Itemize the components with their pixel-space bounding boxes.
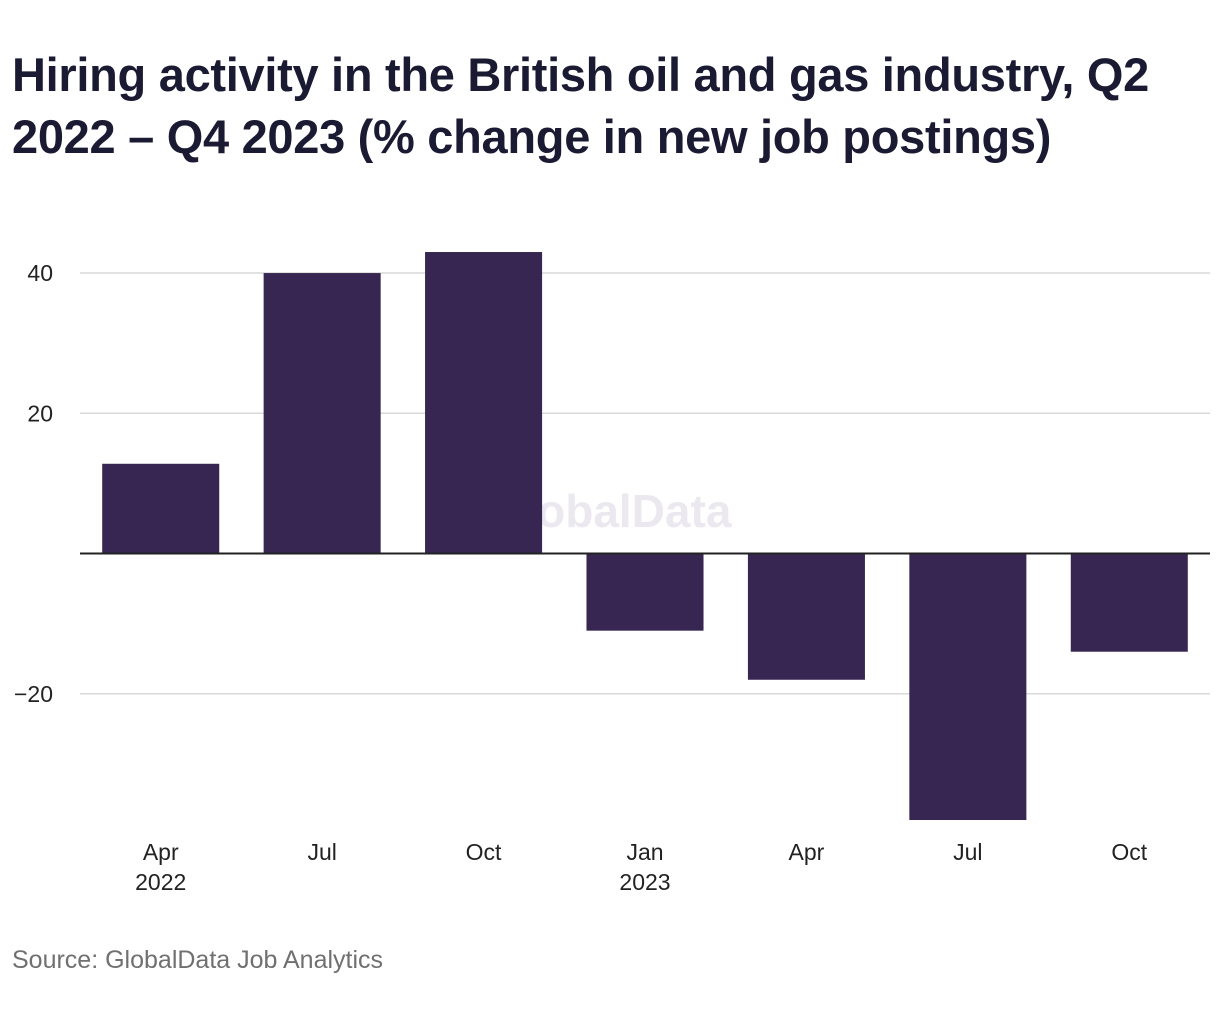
x-tick-label: Oct bbox=[1111, 839, 1147, 865]
y-tick-label: 40 bbox=[27, 260, 53, 286]
x-tick-label: Apr bbox=[789, 839, 825, 865]
x-axis-ticks: Apr 2022 Jul Oct Jan 2023 Apr Jul Oct bbox=[135, 839, 1148, 895]
x-tick-label: Oct bbox=[466, 839, 502, 865]
bar bbox=[425, 252, 543, 554]
x-tick-year-label: 2023 bbox=[619, 869, 670, 895]
y-tick-label: −20 bbox=[14, 681, 53, 707]
chart-title: Hiring activity in the British oil and g… bbox=[12, 48, 1149, 163]
x-tick-label: Jul bbox=[307, 839, 336, 865]
x-tick-year-label: 2022 bbox=[135, 869, 186, 895]
bar bbox=[263, 273, 381, 554]
y-tick-label: 20 bbox=[27, 400, 53, 426]
source-note: Source: GlobalData Job Analytics bbox=[12, 946, 384, 974]
x-tick-label: Jul bbox=[953, 839, 982, 865]
bar bbox=[1070, 553, 1188, 652]
x-tick-label: Jan bbox=[626, 839, 663, 865]
bar bbox=[909, 553, 1027, 820]
y-axis-ticks: 40 20 −20 bbox=[14, 260, 53, 707]
x-tick-label: Apr bbox=[143, 839, 179, 865]
bars bbox=[102, 252, 1188, 820]
bar bbox=[586, 553, 704, 631]
bar bbox=[747, 553, 865, 680]
bar bbox=[102, 463, 220, 554]
